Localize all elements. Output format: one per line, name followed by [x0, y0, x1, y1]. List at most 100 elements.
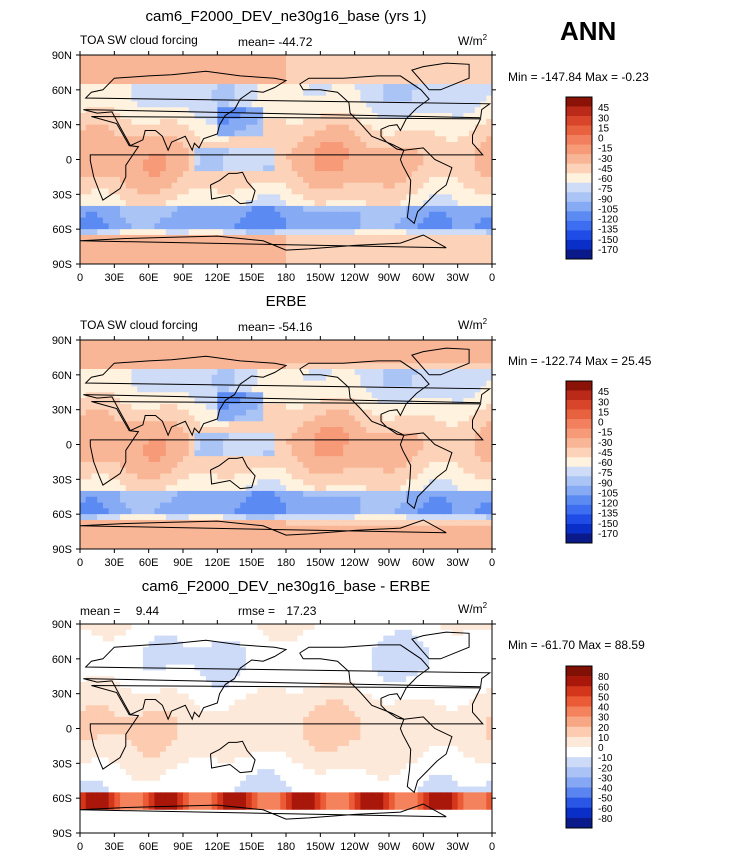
- field-cell: [217, 519, 224, 527]
- field-cell: [371, 490, 378, 498]
- field-cell: [251, 479, 258, 486]
- field-cell: [417, 392, 424, 399]
- field-cell: [80, 246, 87, 253]
- field-cell: [326, 95, 333, 102]
- field-cell: [400, 496, 407, 503]
- field-cell: [463, 514, 470, 521]
- field-cell: [91, 107, 98, 114]
- field-cell: [131, 101, 138, 108]
- field-cell: [137, 514, 144, 521]
- field-cell: [97, 147, 104, 155]
- field-cell: [429, 176, 436, 184]
- field-cell: [303, 223, 310, 230]
- field-cell: [303, 380, 310, 387]
- field-cell: [423, 101, 430, 108]
- field-cell: [245, 194, 253, 201]
- field-cell: [446, 124, 453, 131]
- field-cell: [297, 66, 304, 73]
- field-cell: [137, 340, 144, 347]
- field-cell: [406, 386, 413, 393]
- field-cell: [211, 95, 218, 102]
- field-cell: [320, 147, 327, 155]
- field-cell: [411, 473, 419, 480]
- field-cell: [200, 211, 207, 218]
- field-cell: [177, 386, 184, 393]
- field-cell: [480, 205, 487, 213]
- field-cell: [406, 101, 413, 108]
- field-cell: [160, 473, 167, 480]
- field-cell: [125, 467, 132, 474]
- field-cell: [326, 55, 333, 62]
- field-cell: [217, 165, 224, 172]
- field-cell: [314, 246, 321, 253]
- field-cell: [205, 450, 213, 457]
- field-cell: [200, 386, 207, 393]
- field-cell: [188, 392, 195, 399]
- field-cell: [80, 380, 87, 387]
- field-cell: [171, 118, 178, 126]
- field-cell: [228, 217, 235, 224]
- field-cell: [360, 345, 367, 353]
- field-cell: [314, 519, 321, 527]
- field-cell: [251, 490, 258, 498]
- colorbar-swatch: [566, 192, 592, 203]
- field-cell: [171, 171, 178, 178]
- field-cell: [125, 438, 132, 445]
- field-cell: [80, 66, 87, 73]
- field-cell: [406, 159, 413, 166]
- field-cell: [297, 438, 304, 445]
- field-cell: [463, 95, 470, 102]
- field-cell: [451, 508, 459, 515]
- field-cell: [245, 496, 253, 503]
- field-cell: [446, 113, 453, 120]
- field-cell: [360, 66, 367, 73]
- field-cell: [234, 374, 241, 382]
- field-cell: [280, 165, 287, 172]
- field-cell: [451, 78, 459, 85]
- field-cell: [429, 124, 436, 131]
- field-cell: [286, 223, 293, 230]
- field-cell: [308, 369, 316, 376]
- field-cell: [377, 252, 384, 259]
- field-cell: [308, 182, 316, 189]
- field-cell: [303, 450, 310, 457]
- field-cell: [228, 136, 235, 143]
- field-cell: [371, 450, 378, 457]
- field-cell: [263, 415, 270, 422]
- field-cell: [417, 72, 424, 79]
- field-cell: [114, 444, 121, 451]
- field-cell: [320, 113, 327, 120]
- field-cell: [183, 398, 190, 405]
- field-cell: [194, 432, 201, 440]
- field-cell: [400, 205, 407, 213]
- field-cell: [268, 84, 275, 91]
- field-cell: [303, 258, 310, 265]
- field-cell: [85, 351, 92, 358]
- field-cell: [446, 438, 453, 445]
- field-cell: [411, 369, 419, 376]
- field-cell: [240, 473, 247, 480]
- field-cell: [371, 514, 378, 521]
- field-cell: [389, 438, 396, 445]
- field-cell: [451, 107, 459, 114]
- field-cell: [165, 473, 172, 480]
- field-cell: [486, 211, 493, 218]
- field-cell: [131, 398, 138, 405]
- field-cell: [343, 380, 350, 387]
- lon-tick-label: 90W: [378, 272, 401, 284]
- field-cell: [308, 153, 316, 160]
- field-cell: [417, 427, 424, 434]
- field-cell: [474, 508, 481, 515]
- field-cell: [400, 403, 407, 411]
- field-cell: [211, 427, 218, 434]
- field-cell: [223, 78, 230, 85]
- field-cell: [360, 432, 367, 440]
- field-cell: [348, 432, 356, 440]
- field-cell: [142, 479, 150, 486]
- field-cell: [469, 392, 476, 399]
- field-cell: [366, 403, 373, 411]
- field-cell: [177, 182, 184, 189]
- field-cell: [486, 403, 493, 411]
- field-cell: [291, 89, 298, 97]
- field-cell: [245, 444, 253, 451]
